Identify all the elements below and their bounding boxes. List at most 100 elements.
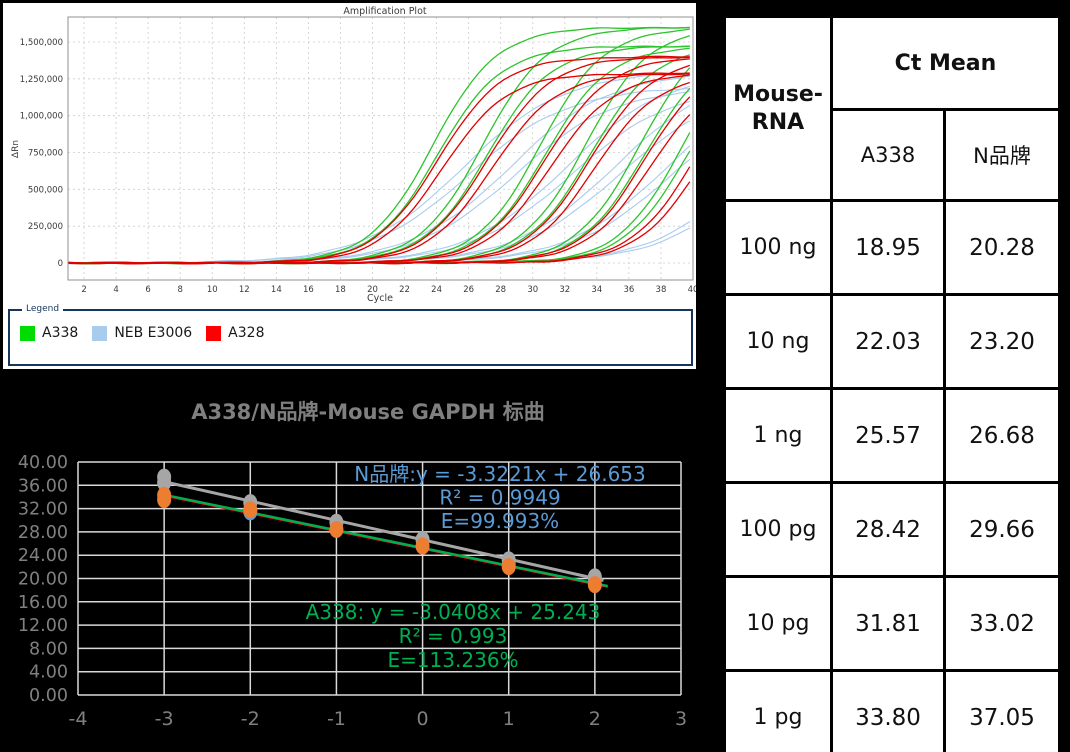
amplification-curve	[68, 166, 691, 265]
amp-x-tick-label: 8	[177, 285, 182, 295]
amount: 1 pg	[723, 669, 833, 752]
amplification-curve	[68, 75, 690, 265]
standard-curve-chart: A338/N品牌-Mouse GAPDH 标曲 40.00 36.00 32.00 2…	[18, 400, 687, 730]
std-gridlines	[77, 461, 682, 696]
ct-a338: 28.42	[830, 481, 946, 578]
std-y-tick-label: 4.00	[29, 663, 68, 683]
std-x-tick-label: 2	[589, 708, 601, 730]
amp-curves	[68, 26, 691, 265]
data-point	[415, 537, 430, 555]
amp-plot-border	[67, 16, 694, 281]
amp-x-tick-label: 6	[145, 285, 150, 295]
legend-items: A338 NEB E3006 A328	[10, 311, 691, 341]
amp-gridlines	[68, 17, 694, 280]
std-x-tick-label: 0	[417, 708, 429, 730]
fit-equation-text: E=113.236%	[387, 648, 518, 672]
std-y-tick-label: 28.00	[18, 523, 68, 543]
amp-x-tick-label: 38	[656, 285, 667, 295]
amp-x-tick-label: 22	[399, 285, 410, 295]
std-x-tick-label: -3	[155, 708, 174, 730]
std-y-tick-label: 40.00	[18, 453, 68, 473]
amp-plot-title: Amplification Plot	[343, 6, 426, 17]
legend-swatch-icon	[206, 325, 222, 341]
amount: 10 pg	[723, 575, 833, 672]
amp-x-tick-label: 10	[207, 285, 218, 295]
ct-nbrand: 29.66	[943, 481, 1061, 578]
amp-axis-tick-labels: 1,500,000 1,250,000 1,000,000 750,000 500,00…	[20, 38, 696, 295]
data-point	[157, 468, 172, 486]
amplification-curve	[68, 181, 691, 265]
amp-x-tick-label: 28	[495, 285, 506, 295]
std-y-tick-label: 16.00	[18, 593, 68, 613]
amp-x-tick-label: 12	[239, 285, 250, 295]
legend-item-label: NEB E3006	[114, 325, 193, 341]
standard-curve-panel: A338/N品牌-Mouse GAPDH 标曲 40.00 36.00 32.00 2…	[0, 375, 700, 752]
data-point	[157, 486, 172, 504]
amount: 10 ng	[723, 293, 833, 390]
table-row: 100 ng 18.95 20.28	[723, 199, 1061, 296]
amp-x-tick-label: 30	[527, 285, 538, 295]
fit-equation-text: N品牌:y = -3.3221x + 26.653	[354, 462, 646, 486]
amp-x-tick-label: 32	[559, 285, 570, 295]
std-y-tick-label: 32.00	[18, 500, 68, 520]
table-row: 100 pg 28.42 29.66	[723, 481, 1061, 578]
amount: 1 ng	[723, 387, 833, 484]
fit-equation-text: R² = 0.993	[399, 624, 508, 648]
ct-a338: 25.57	[830, 387, 946, 484]
ct-a338: 31.81	[830, 575, 946, 672]
table-row: 10 ng 22.03 23.20	[723, 293, 1061, 390]
amp-x-tick-label: 4	[113, 285, 118, 295]
ct-mean-table: Mouse-RNA Ct Mean A338 N品牌 100 ng 18.95 20…	[723, 15, 1061, 752]
table-row: 10 pg 31.81 33.02	[723, 575, 1061, 672]
amp-x-tick-label: 20	[367, 285, 378, 295]
ct-nbrand: 37.05	[943, 669, 1061, 752]
amp-x-tick-label: 24	[431, 285, 442, 295]
amp-x-tick-label: 16	[303, 285, 314, 295]
fit-equation-text: E=99.993%	[441, 509, 559, 533]
trendline	[159, 492, 609, 588]
legend-item-label: A328	[228, 325, 265, 341]
legend-item: A338	[20, 325, 78, 341]
amp-y-tick-label: 500,000	[28, 185, 63, 195]
table-row: 1 pg 33.80 37.05	[723, 669, 1061, 752]
legend-item: A328	[206, 325, 264, 341]
amp-legend: Legend A338 NEB E3006 A328	[8, 304, 693, 366]
table-group-header: Ct Mean	[830, 15, 1061, 111]
std-x-tick-label: 3	[675, 708, 687, 730]
amp-x-tick-label: 34	[591, 285, 602, 295]
legend-swatch-icon	[92, 325, 108, 341]
legend-title: Legend	[22, 304, 64, 315]
std-y-tick-label: 20.00	[18, 570, 68, 590]
amplification-plot-chart: Amplification Plot ΔRn Cycle 1,500,000 1,…	[11, 6, 696, 304]
table-col-header-nbrand: N品牌	[943, 108, 1061, 202]
ct-a338: 18.95	[830, 199, 946, 296]
ct-nbrand: 33.02	[943, 575, 1061, 672]
ct-a338: 22.03	[830, 293, 946, 390]
amp-x-tick-label: 18	[335, 285, 346, 295]
std-x-tick-label: -1	[327, 708, 346, 730]
fit-equation-text: A338: y = -3.0408x + 25.243	[306, 600, 601, 624]
amp-y-tick-label: 1,250,000	[20, 75, 63, 85]
std-y-tick-label: 12.00	[18, 616, 68, 636]
ct-nbrand: 23.20	[943, 293, 1061, 390]
amp-x-axis-label: Cycle	[367, 293, 393, 304]
amp-y-tick-label: 1,000,000	[20, 112, 63, 122]
amp-x-tick-label: 26	[463, 285, 474, 295]
amp-x-tick-label: 36	[623, 285, 634, 295]
amp-y-axis-label: ΔRn	[11, 140, 21, 158]
std-curve-title: A338/N品牌-Mouse GAPDH 标曲	[191, 400, 545, 424]
amount: 100 pg	[723, 481, 833, 578]
amount: 100 ng	[723, 199, 833, 296]
legend-swatch-icon	[20, 325, 35, 341]
std-x-tick-label: -4	[69, 708, 88, 730]
legend-item-label: A338	[42, 325, 79, 341]
data-point	[501, 558, 516, 576]
trendline	[159, 479, 604, 582]
amp-y-tick-label: 1,500,000	[20, 38, 63, 48]
std-y-tick-label: 8.00	[29, 639, 68, 659]
std-axis-tick-labels: 40.0036.0032.0028.0024.0020.0016.0012.00…	[18, 453, 687, 730]
std-x-tick-label: 1	[503, 708, 515, 730]
data-point	[329, 520, 344, 538]
ct-nbrand: 26.68	[943, 387, 1061, 484]
